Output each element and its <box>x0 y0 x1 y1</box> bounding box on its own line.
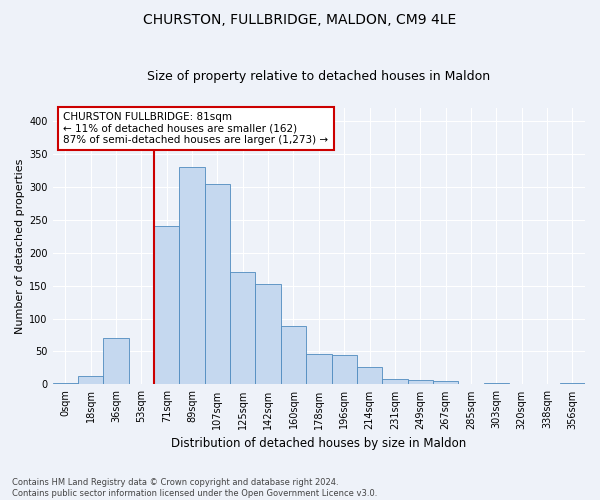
Y-axis label: Number of detached properties: Number of detached properties <box>15 158 25 334</box>
Bar <box>382 379 407 384</box>
Bar <box>560 383 585 384</box>
X-axis label: Distribution of detached houses by size in Maldon: Distribution of detached houses by size … <box>171 437 466 450</box>
Bar <box>78 376 103 384</box>
Text: Contains HM Land Registry data © Crown copyright and database right 2024.
Contai: Contains HM Land Registry data © Crown c… <box>12 478 377 498</box>
Bar <box>205 184 230 384</box>
Bar <box>256 284 281 384</box>
Bar <box>53 383 78 384</box>
Title: Size of property relative to detached houses in Maldon: Size of property relative to detached ho… <box>147 70 490 83</box>
Bar <box>306 354 332 384</box>
Bar <box>484 383 509 384</box>
Bar <box>179 167 205 384</box>
Bar <box>332 355 357 384</box>
Text: CHURSTON, FULLBRIDGE, MALDON, CM9 4LE: CHURSTON, FULLBRIDGE, MALDON, CM9 4LE <box>143 12 457 26</box>
Bar <box>154 226 179 384</box>
Bar <box>357 366 382 384</box>
Text: CHURSTON FULLBRIDGE: 81sqm
← 11% of detached houses are smaller (162)
87% of sem: CHURSTON FULLBRIDGE: 81sqm ← 11% of deta… <box>63 112 328 145</box>
Bar <box>281 326 306 384</box>
Bar <box>407 380 433 384</box>
Bar <box>103 338 129 384</box>
Bar <box>230 272 256 384</box>
Bar <box>433 381 458 384</box>
